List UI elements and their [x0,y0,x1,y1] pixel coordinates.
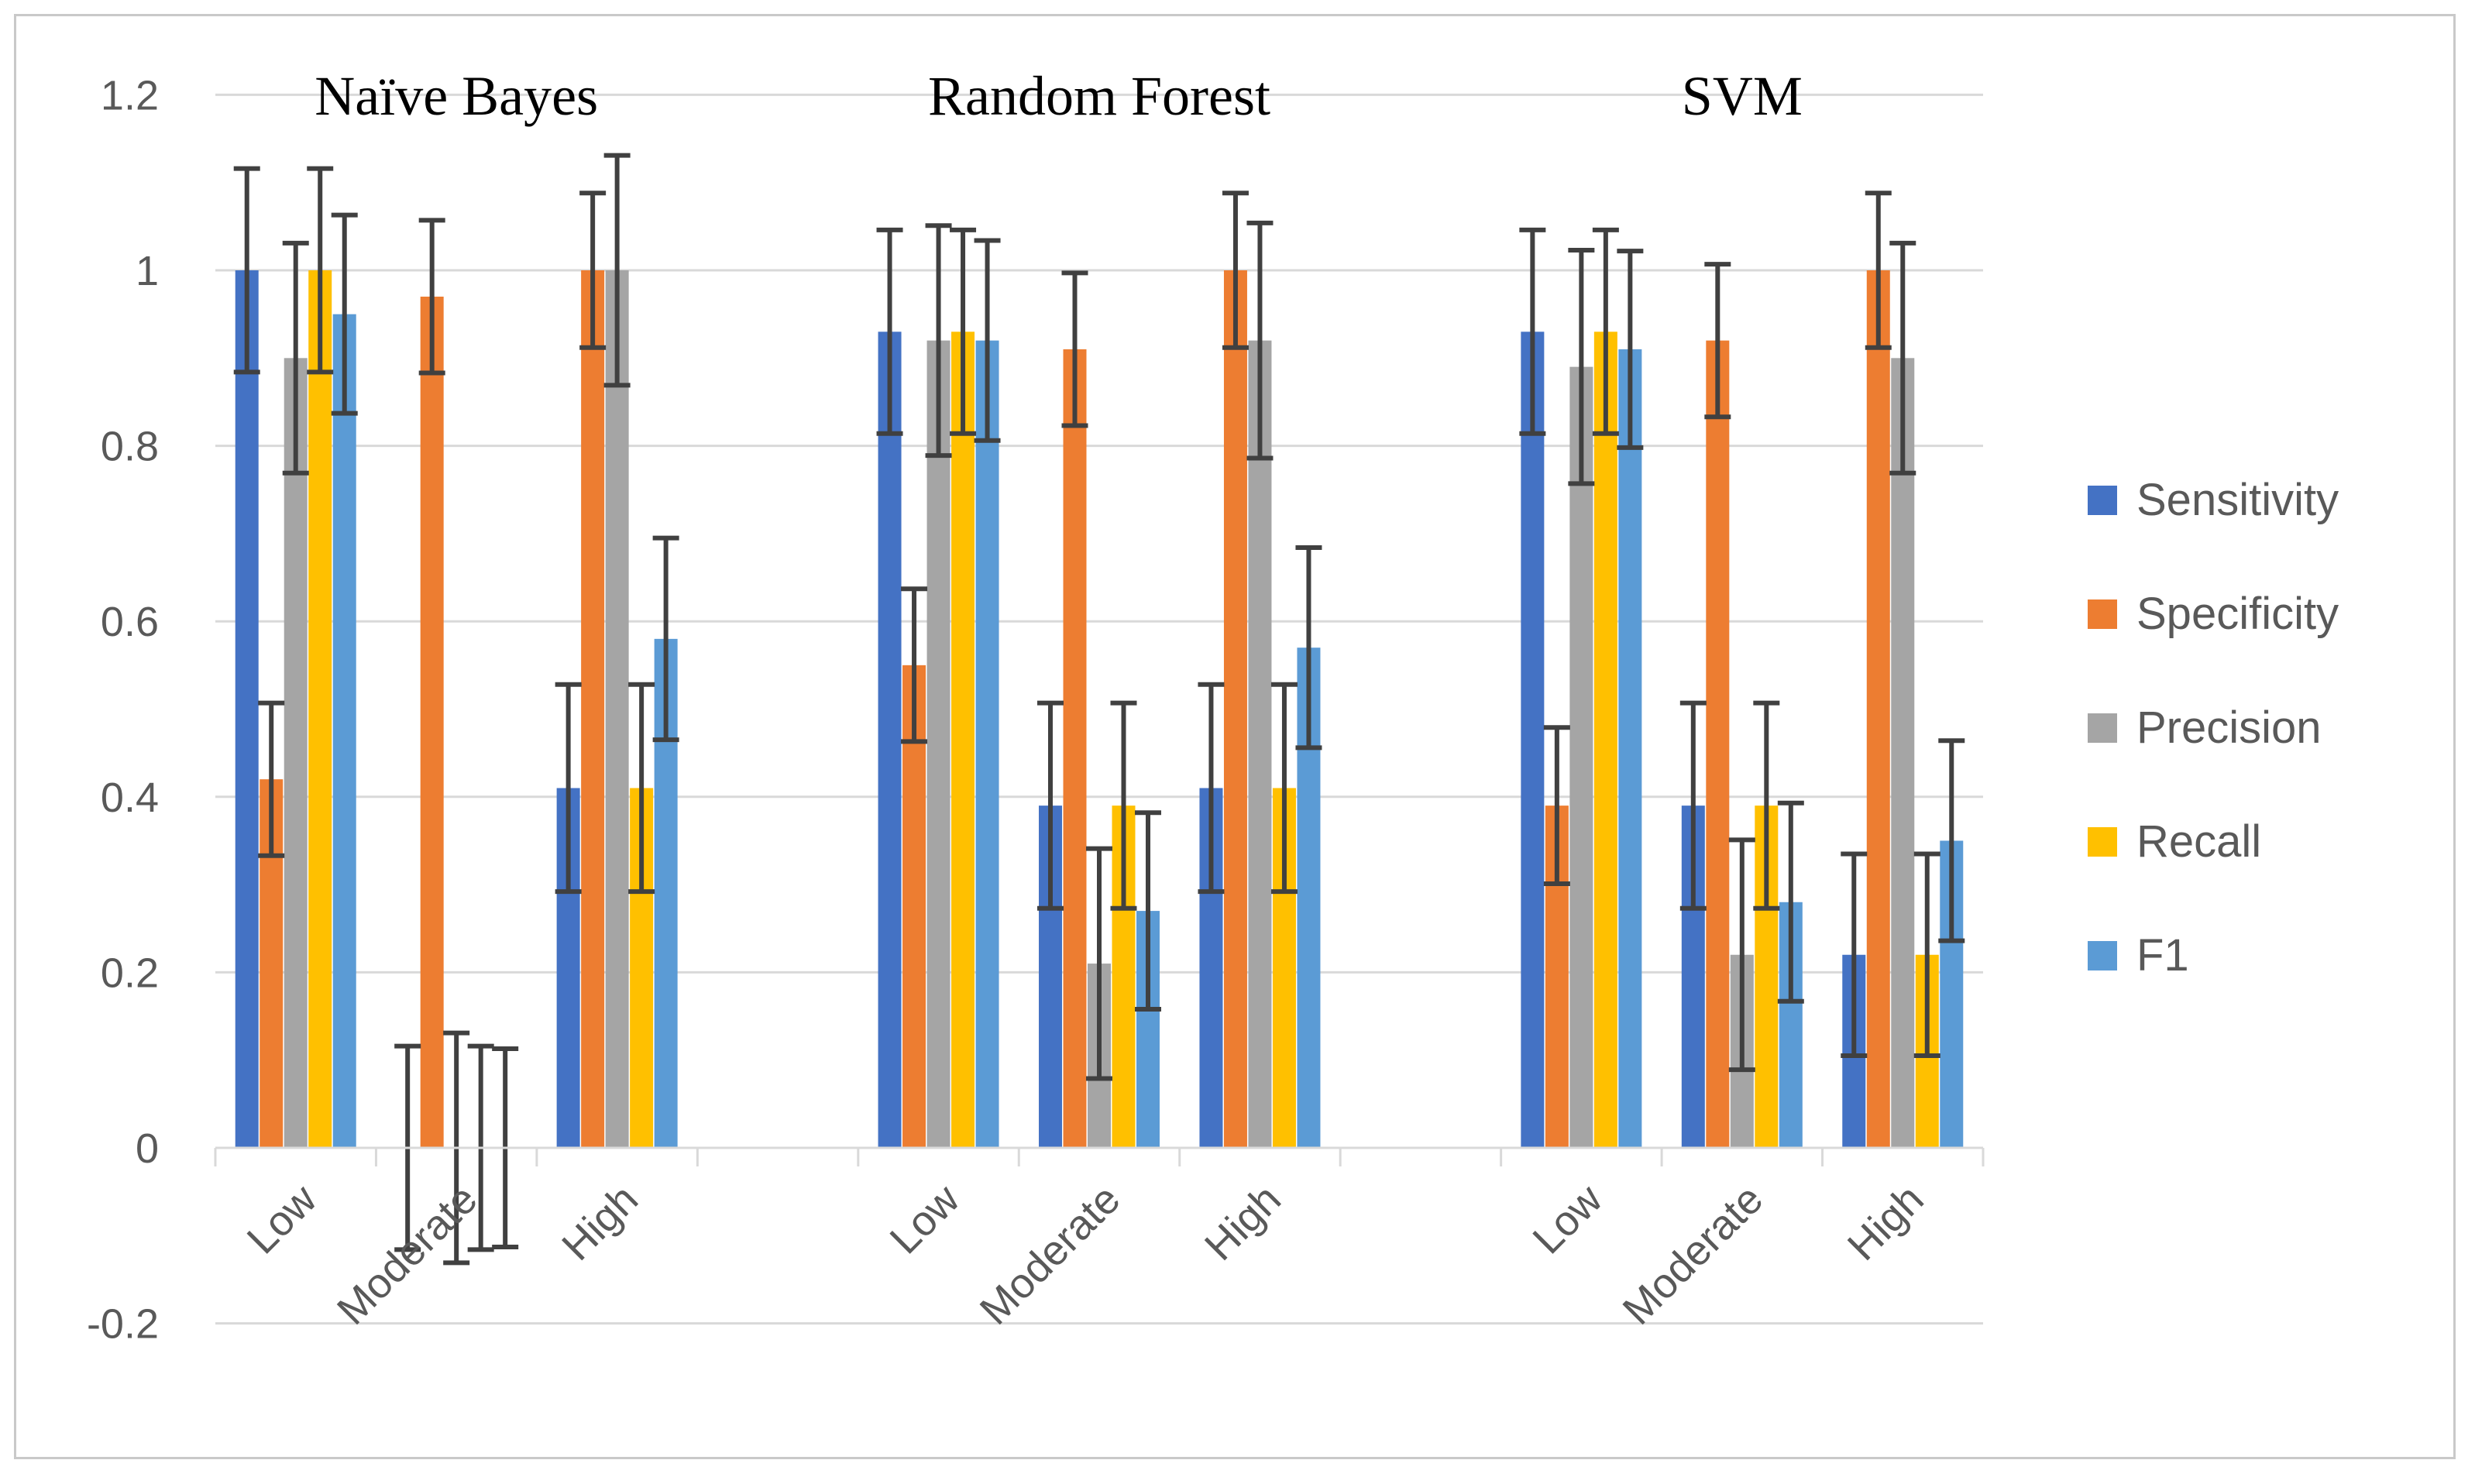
category-label: Low [239,1175,326,1262]
category-label: Moderate [971,1176,1129,1334]
error-bars [233,153,1965,1266]
legend-swatch-sensitivity [2088,486,2117,515]
bar-specificity [1223,270,1247,1148]
bar-precision [926,340,950,1148]
category-label: High [553,1176,647,1269]
category-label: High [1839,1176,1933,1269]
category-label: Moderate [1614,1176,1772,1334]
y-tick-label: 0.4 [101,775,159,821]
bar-recall [1593,331,1617,1148]
bar-sensitivity [235,270,259,1148]
legend-label: Recall [2136,816,2261,867]
bar-specificity [902,665,926,1148]
category-label: Low [882,1175,969,1262]
group-titles: Naïve Bayes Random Forest SVM [315,65,1803,127]
category-label: Low [1524,1175,1611,1262]
y-tick-label: 0.2 [101,950,159,996]
bar-sensitivity [1521,331,1545,1148]
group-title: Naïve Bayes [315,65,598,127]
bar-f1 [975,340,999,1148]
legend-swatch-recall [2088,827,2117,857]
legend-label: Precision [2136,702,2322,753]
bar-recall [951,331,975,1148]
y-tick-label: 1 [136,248,159,294]
bar-specificity [581,270,605,1148]
y-tick-label: 0.6 [101,599,159,645]
bar-precision [1248,340,1272,1148]
bar-precision [1569,366,1593,1148]
legend-swatch-f1 [2088,941,2117,970]
bar-specificity [1063,349,1087,1149]
group-title: Random Forest [928,65,1270,127]
y-tick-label: 1.2 [101,72,159,119]
bar-f1 [332,314,356,1148]
bar-recall [308,270,332,1148]
legend-swatch-precision [2088,713,2117,743]
y-tick-label: 0 [136,1125,159,1172]
y-tick-label: -0.2 [87,1301,159,1348]
legend-label: Specificity [2136,589,2339,639]
legend: Sensitivity Specificity Precision Recall F1 [2088,475,2339,981]
bars [235,270,1964,1149]
bar-specificity [420,296,444,1148]
category-label: High [1196,1176,1290,1269]
bar-precision [1891,358,1915,1148]
bar-precision [284,358,308,1148]
group-title: SVM [1682,65,1803,127]
bar-f1 [1618,349,1642,1149]
legend-label: F1 [2136,930,2189,981]
bar-specificity [1866,270,1890,1148]
bar-precision [605,270,629,1148]
bar-specificity [1706,340,1730,1148]
legend-label: Sensitivity [2136,475,2339,525]
y-tick-label: 0.8 [101,424,159,470]
bar-sensitivity [878,331,902,1148]
legend-swatch-specificity [2088,599,2117,629]
